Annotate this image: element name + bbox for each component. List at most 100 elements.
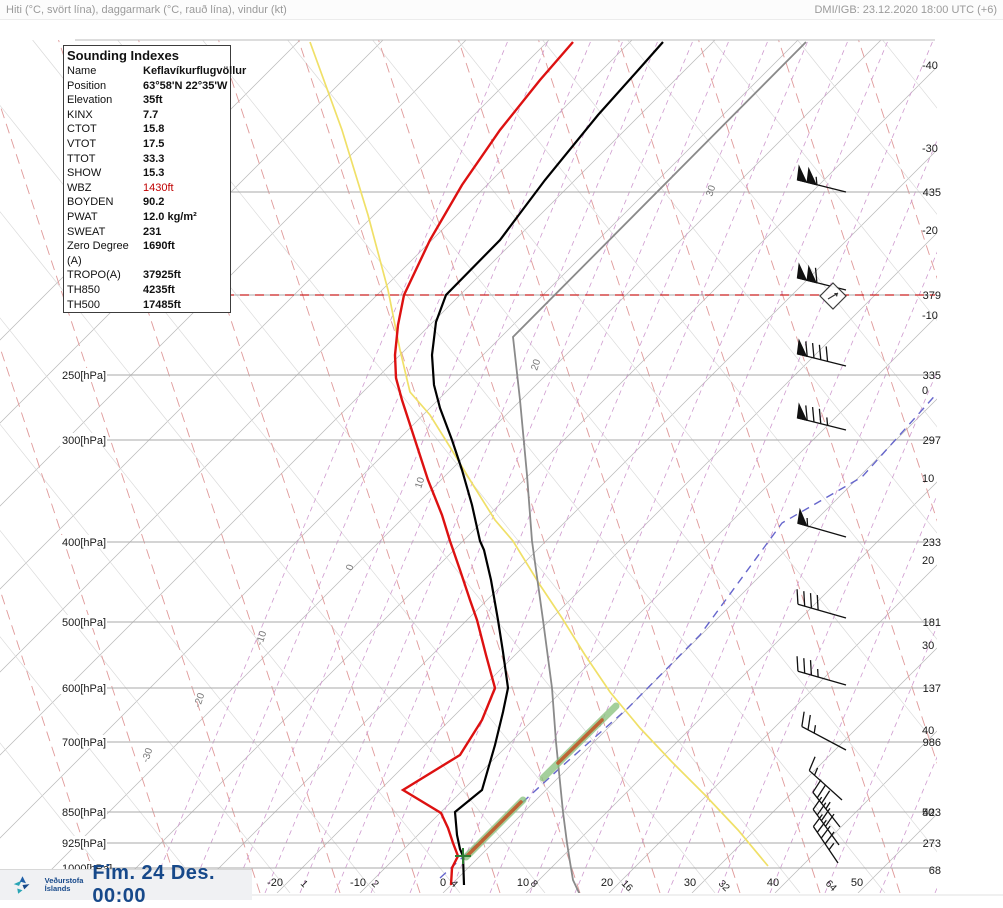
index-value: 15.3	[143, 166, 164, 181]
bottom-temp-label: 30	[684, 877, 696, 889]
index-label: Zero Degree (A)	[67, 239, 143, 268]
index-label: Elevation	[67, 93, 143, 108]
model-run-text: DMI/IGB: 23.12.2020 18:00 UTC (+6)	[814, 4, 997, 16]
tropopause-diamond	[820, 283, 846, 309]
height-label: 986	[923, 737, 941, 749]
index-label: SWEAT	[67, 225, 143, 240]
height-label: 233	[923, 537, 941, 549]
height-label: 335	[923, 370, 941, 382]
index-value: 15.8	[143, 122, 164, 137]
bottom-temp-label: 50	[851, 877, 863, 889]
index-value: 63°58'N 22°35'W	[143, 79, 227, 94]
vedurstofa-logo	[12, 872, 36, 898]
index-value: 90.2	[143, 195, 164, 210]
index-value: 17485ft	[143, 298, 181, 313]
top-header-bar: Hiti (°C, svört lína), daggarmark (°C, r…	[0, 0, 1003, 20]
index-value: 4235ft	[143, 283, 175, 298]
pressure-label: 300[hPa]	[62, 435, 106, 447]
index-value: 1430ft	[143, 181, 174, 196]
index-label: KINX	[67, 108, 143, 123]
index-label: Name	[67, 64, 143, 79]
adiabat-label: -30	[140, 746, 155, 764]
adiabat-label: 30	[704, 184, 718, 198]
height-label: 137	[923, 683, 941, 695]
overlay-track-orange	[468, 802, 521, 855]
right-temp-label: 10	[922, 473, 934, 485]
index-label: TH850	[67, 283, 143, 298]
index-value: 12.0 kg/m²	[143, 210, 197, 225]
adiabat-label: 0	[344, 563, 356, 572]
index-value: 37925ft	[143, 268, 181, 283]
wind-barb	[797, 405, 846, 430]
bottom-temp-label: -20	[267, 877, 283, 889]
overlay-track-orange	[558, 720, 602, 763]
right-temp-label: -30	[922, 143, 938, 155]
index-label: VTOT	[67, 137, 143, 152]
vedurstofa-logo-text: Veðurstofa Íslands	[45, 877, 84, 894]
pressure-label: 500[hPa]	[62, 617, 106, 629]
index-label: TH500	[67, 298, 143, 313]
adiabat-label: 20	[529, 358, 543, 372]
height-label: 68	[929, 865, 941, 877]
height-label: 379	[923, 290, 941, 302]
pressure-label: 400[hPa]	[62, 537, 106, 549]
index-value: 33.3	[143, 152, 164, 167]
height-label: 435	[923, 187, 941, 199]
pressure-label: 250[hPa]	[62, 370, 106, 382]
right-temp-label: -20	[922, 225, 938, 237]
height-label: 297	[923, 435, 941, 447]
footer-bar: Veðurstofa Íslands Fim. 24 Des. 00:00	[0, 869, 252, 900]
sounding-index-row: TROPO(A)37925ft	[64, 268, 230, 283]
right-temp-label: 50	[922, 807, 934, 819]
index-label: BOYDEN	[67, 195, 143, 210]
valid-time-label: Fim. 24 Des. 00:00	[92, 862, 252, 908]
index-value: Keflavíkurflugvöllur	[143, 64, 246, 79]
bottom-temp-label: -10	[350, 877, 366, 889]
sounding-index-row: Zero Degree (A)1690ft	[64, 239, 230, 268]
index-label: TROPO(A)	[67, 268, 143, 283]
wind-barb	[797, 589, 846, 618]
bottom-temp-label: 10	[517, 877, 529, 889]
pressure-label: 600[hPa]	[62, 683, 106, 695]
mixing-ratio-label: 2	[369, 878, 381, 890]
bottom-temp-label: 20	[601, 877, 613, 889]
index-label: CTOT	[67, 122, 143, 137]
index-value: 35ft	[143, 93, 163, 108]
mixing-ratio-label: 1	[298, 878, 310, 890]
height-label: 181	[923, 617, 941, 629]
pressure-label: 850[hPa]	[62, 807, 106, 819]
pressure-label: 700[hPa]	[62, 737, 106, 749]
right-temp-label: -10	[922, 310, 938, 322]
index-value: 17.5	[143, 137, 164, 152]
right-temp-label: 20	[922, 555, 934, 567]
index-value: 1690ft	[143, 239, 175, 268]
logo-line2: Íslands	[45, 885, 84, 893]
bottom-temp-label: 40	[767, 877, 779, 889]
sounding-indexes-title: Sounding Indexes	[64, 46, 230, 64]
height-label: 273	[923, 838, 941, 850]
index-label: Position	[67, 79, 143, 94]
bottom-temp-label: 0	[440, 877, 446, 889]
legend-text: Hiti (°C, svört lína), daggarmark (°C, r…	[6, 4, 287, 16]
index-value: 231	[143, 225, 161, 240]
wind-barb	[802, 712, 846, 750]
right-temp-label: -40	[922, 60, 938, 72]
right-temp-label: 0	[922, 385, 928, 397]
index-label: PWAT	[67, 210, 143, 225]
wind-barb	[797, 265, 846, 290]
right-temp-label: 30	[922, 640, 934, 652]
index-value: 7.7	[143, 108, 158, 123]
